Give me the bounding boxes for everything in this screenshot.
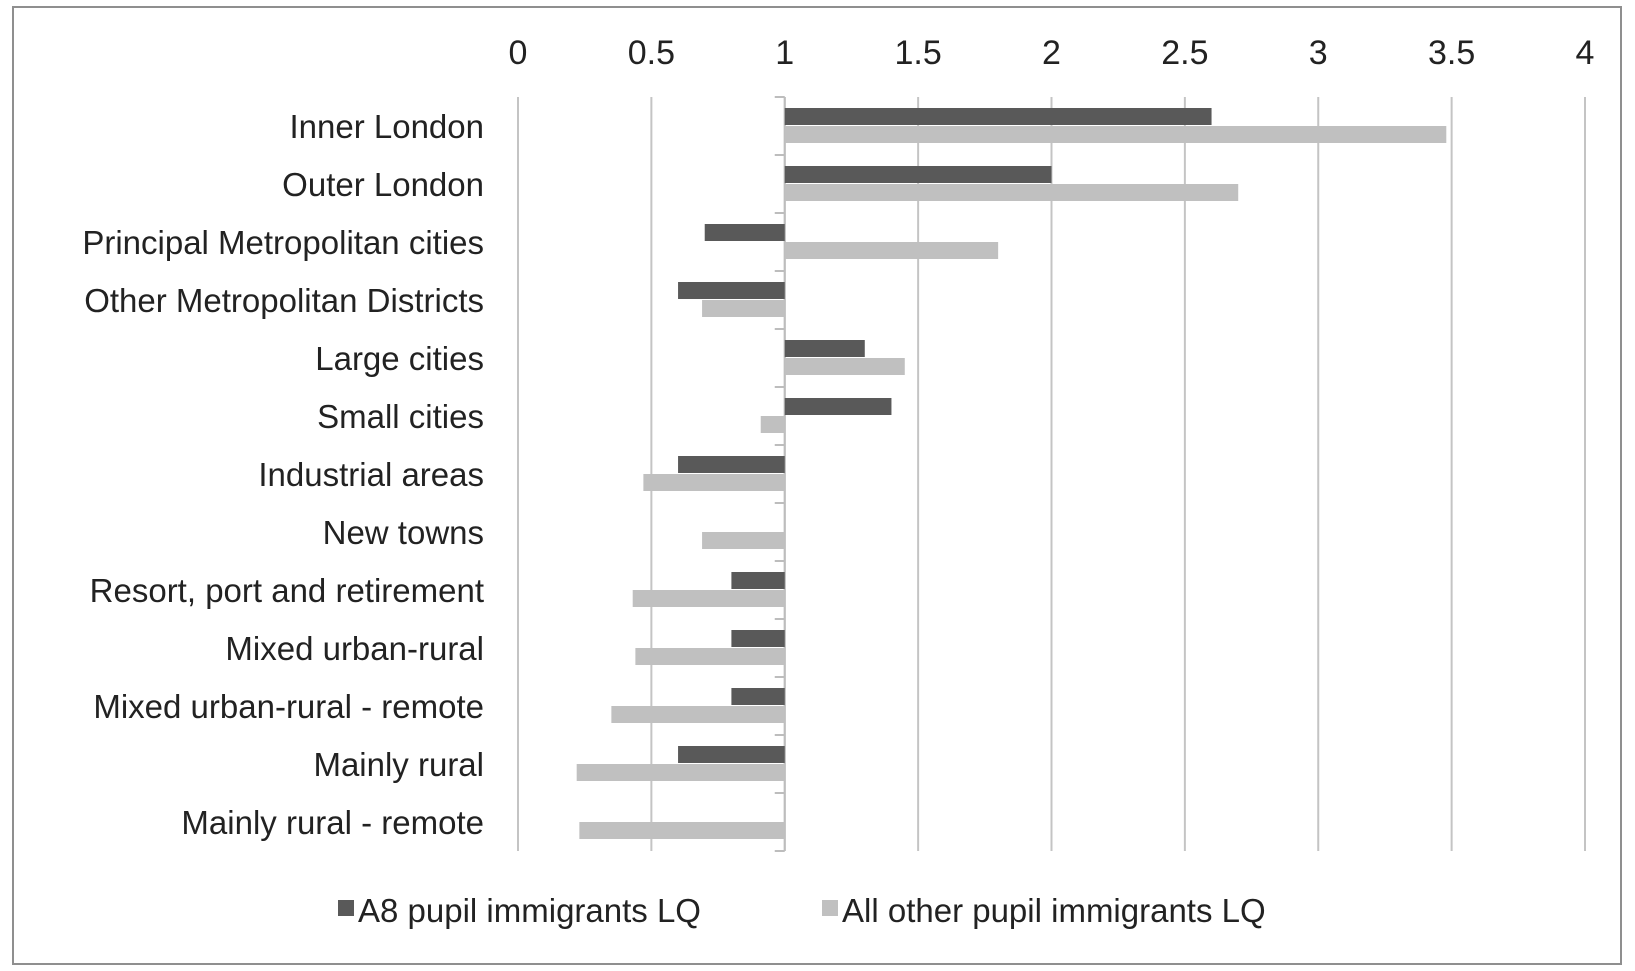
legend-swatch-a8	[338, 900, 354, 916]
category-label-principal-metropolitan-cities: Principal Metropolitan cities	[82, 224, 484, 261]
bar-a8-mixed-urban-rural-remote	[731, 688, 785, 705]
bar-a8-small-cities	[784, 398, 892, 415]
bar-all-other-mainly-rural	[576, 764, 785, 781]
category-label-outer-london: Outer London	[282, 166, 484, 203]
x-tick-label: 1.5	[894, 34, 941, 72]
bar-a8-industrial-areas	[678, 456, 785, 473]
category-label-mainly-rural: Mainly rural	[313, 746, 484, 783]
bar-all-other-outer-london	[784, 184, 1239, 201]
bar-a8-other-metropolitan-districts	[678, 282, 785, 299]
x-tick-label: 4	[1576, 34, 1595, 72]
bar-all-other-new-towns	[702, 532, 785, 549]
legend-label-a8: A8 pupil immigrants LQ	[358, 892, 701, 929]
bar-all-other-small-cities	[760, 416, 785, 433]
bar-all-other-large-cities	[784, 358, 905, 375]
x-tick-label: 2.5	[1161, 34, 1208, 72]
category-label-industrial-areas: Industrial areas	[258, 456, 484, 493]
bar-all-other-mainly-rural-remote	[579, 822, 785, 839]
bar-all-other-principal-metropolitan-cities	[784, 242, 999, 259]
bar-all-other-mixed-urban-rural	[635, 648, 785, 665]
bar-all-other-industrial-areas	[643, 474, 785, 491]
x-tick-label: 1	[775, 34, 794, 72]
x-tick-label: 3	[1309, 34, 1328, 72]
category-label-small-cities: Small cities	[317, 398, 484, 435]
bar-a8-outer-london	[784, 166, 1052, 183]
bar-a8-inner-london	[784, 108, 1212, 125]
category-label-mainly-rural-remote: Mainly rural - remote	[181, 804, 484, 841]
category-label-mixed-urban-rural: Mixed urban-rural	[225, 630, 484, 667]
bar-a8-mixed-urban-rural	[731, 630, 785, 647]
category-label-inner-london: Inner London	[289, 108, 484, 145]
category-label-new-towns: New towns	[323, 514, 484, 551]
bar-all-other-resort-port-and-retirement	[632, 590, 785, 607]
bars	[576, 108, 1447, 839]
category-label-resort-port-and-retirement: Resort, port and retirement	[90, 572, 484, 609]
bar-a8-large-cities	[784, 340, 865, 357]
chart-frame	[12, 6, 1622, 965]
x-tick-label: 2	[1042, 34, 1061, 72]
bar-a8-resort-port-and-retirement	[731, 572, 785, 589]
bar-all-other-inner-london	[784, 126, 1447, 143]
category-label-large-cities: Large cities	[315, 340, 484, 377]
gridlines	[517, 97, 1586, 851]
category-label-other-metropolitan-districts: Other Metropolitan Districts	[84, 282, 484, 319]
bar-all-other-mixed-urban-rural-remote	[611, 706, 785, 723]
x-tick-label: 3.5	[1428, 34, 1475, 72]
x-tick-label: 0.5	[628, 34, 675, 72]
legend-swatch-all-other	[822, 900, 838, 916]
bar-a8-principal-metropolitan-cities	[704, 224, 785, 241]
x-axis-tick-labels: 0 0.5 1 1.5 2 2.5 3 3.5 4	[509, 34, 1595, 72]
bar-a8-mainly-rural	[678, 746, 785, 763]
category-labels: Inner London Outer London Principal Metrop…	[82, 108, 484, 841]
category-label-mixed-urban-rural-remote: Mixed urban-rural - remote	[93, 688, 484, 725]
legend: A8 pupil immigrants LQ All other pupil im…	[338, 892, 1266, 929]
bar-all-other-other-metropolitan-districts	[702, 300, 785, 317]
x-tick-label: 0	[509, 34, 528, 72]
legend-label-all-other: All other pupil immigrants LQ	[842, 892, 1266, 929]
